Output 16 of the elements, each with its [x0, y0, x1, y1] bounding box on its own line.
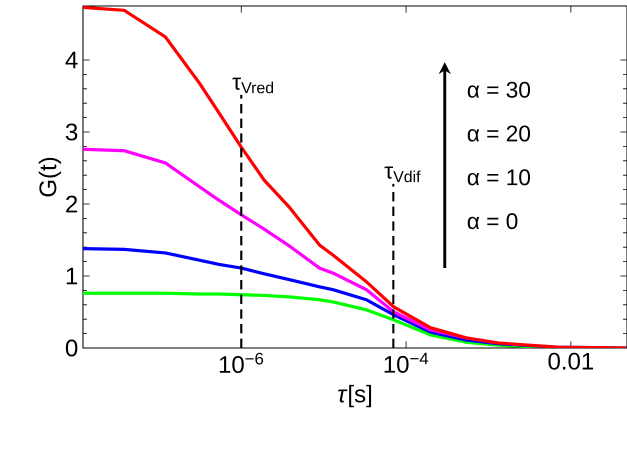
- ref-line-label: τ$_{Vred}$: [232, 78, 274, 94]
- y-axis-title: G(t): [38, 158, 62, 196]
- annotation: α = 10: [468, 169, 530, 186]
- y-tick-label: 3: [66, 123, 78, 140]
- x-tick-label: 10$^{−6}$: [220, 352, 264, 374]
- ref-line-label: τ$_{Vdif}$: [384, 166, 421, 182]
- y-tick-label: 2: [66, 196, 78, 212]
- x-axis-title: τ[s]: [338, 384, 372, 408]
- y-tick-label: 0: [66, 339, 78, 356]
- annotation: α = 30: [468, 82, 530, 98]
- annotation: α = 20: [468, 126, 530, 142]
- annotation: α = 0: [468, 213, 518, 230]
- y-tick-label: 1: [66, 268, 78, 284]
- x-tick-label: 10$^{−4}$: [384, 352, 428, 373]
- y-tick-label: 4: [65, 52, 78, 68]
- x-tick-label: 0.01: [548, 352, 594, 370]
